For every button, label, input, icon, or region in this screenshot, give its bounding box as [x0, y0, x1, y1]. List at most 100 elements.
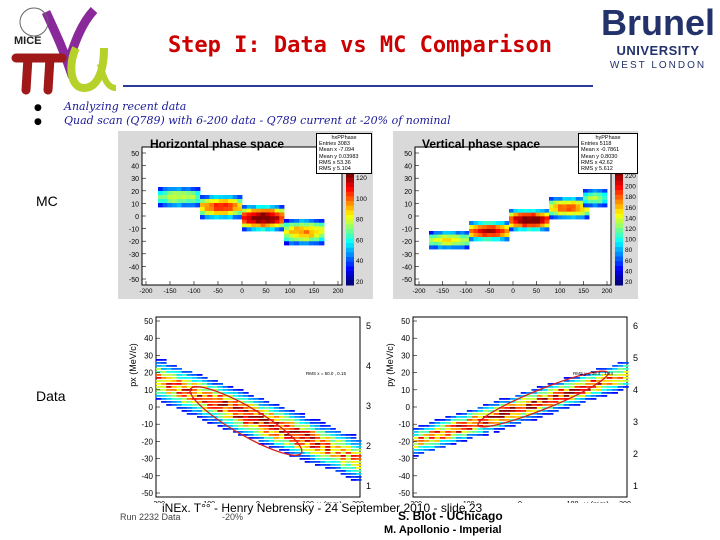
- histogram-cell: [304, 219, 309, 223]
- histogram-cell: [223, 195, 228, 199]
- histogram-cell: [187, 371, 193, 373]
- color-scale-cell: [346, 215, 354, 220]
- histogram-cell: [187, 374, 193, 376]
- color-scale-label: 4: [366, 361, 371, 371]
- histogram-cell: [299, 219, 304, 223]
- histogram-cell: [191, 187, 196, 191]
- histogram-cell: [284, 446, 290, 448]
- bullet-list: ● Analyzing recent data ● Quad scan (Q789)…: [34, 100, 451, 128]
- histogram-cell: [274, 434, 280, 436]
- histogram-cell: [197, 389, 203, 391]
- histogram-cell: [259, 416, 265, 418]
- histogram-cell: [473, 225, 478, 229]
- histogram-cell: [553, 197, 558, 201]
- histogram-cell: [261, 205, 266, 209]
- histogram-cell: [602, 200, 607, 204]
- histogram-cell: [558, 407, 564, 409]
- histogram-cell: [310, 419, 316, 421]
- histogram-cell: [585, 377, 591, 379]
- histogram-cell: [571, 201, 576, 205]
- histogram-cell: [346, 461, 352, 463]
- histogram-cell: [218, 401, 224, 403]
- histogram-cell: [567, 215, 572, 219]
- histogram-cell: [248, 404, 254, 406]
- histogram-cell: [171, 404, 177, 406]
- histogram-cell: [279, 440, 285, 442]
- histogram-cell: [289, 230, 294, 234]
- histogram-cell: [478, 221, 483, 225]
- color-scale-cell: [346, 248, 354, 253]
- histogram-cell: [472, 425, 478, 427]
- histogram-cell: [279, 443, 285, 445]
- histogram-cell: [601, 395, 607, 397]
- histogram-cell: [300, 443, 306, 445]
- histogram-cell: [429, 245, 434, 249]
- histogram-cell: [548, 395, 554, 397]
- histogram-cell: [320, 446, 326, 448]
- mc-vertical-stats-box: hyPPhase Entries 5118 Mean x -0.7861 Mea…: [578, 133, 638, 174]
- histogram-cell: [522, 224, 527, 228]
- histogram-cell: [202, 419, 208, 421]
- histogram-cell: [243, 431, 249, 433]
- y-tick-label: 40: [144, 334, 153, 343]
- histogram-cell: [294, 416, 300, 418]
- histogram-cell: [585, 215, 590, 219]
- histogram-cell: [612, 389, 618, 391]
- histogram-cell: [315, 419, 321, 421]
- histogram-cell: [248, 434, 254, 436]
- histogram-cell: [521, 407, 527, 409]
- histogram-cell: [591, 395, 597, 397]
- histogram-cell: [488, 407, 494, 409]
- histogram-cell: [413, 449, 419, 451]
- histogram-cell: [527, 220, 532, 224]
- histogram-cell: [205, 211, 210, 215]
- histogram-cell: [182, 380, 188, 382]
- histogram-cell: [562, 201, 567, 205]
- histogram-cell: [505, 407, 511, 409]
- histogram-cell: [456, 231, 461, 235]
- histogram-cell: [223, 211, 228, 215]
- histogram-cell: [237, 211, 242, 215]
- histogram-cell: [623, 377, 629, 379]
- histogram-cell: [487, 229, 492, 233]
- histogram-cell: [253, 404, 259, 406]
- histogram-cell: [161, 389, 167, 391]
- histogram-cell: [284, 437, 290, 439]
- histogram-cell: [588, 193, 593, 197]
- histogram-cell: [197, 398, 203, 400]
- color-scale-cell: [346, 266, 354, 271]
- histogram-cell: [467, 428, 473, 430]
- histogram-cell: [187, 398, 193, 400]
- histogram-cell: [473, 221, 478, 225]
- histogram-cell: [564, 404, 570, 406]
- histogram-cell: [567, 212, 572, 216]
- histogram-cell: [259, 428, 265, 430]
- histogram-cell: [438, 242, 443, 246]
- histogram-cell: [553, 407, 559, 409]
- histogram-cell: [351, 449, 357, 451]
- histogram-cell: [289, 413, 295, 415]
- color-scale-label: 140: [625, 215, 636, 222]
- histogram-cell: [346, 440, 352, 442]
- histogram-cell: [456, 431, 462, 433]
- histogram-cell: [270, 209, 275, 213]
- histogram-cell: [596, 377, 602, 379]
- histogram-cell: [270, 224, 275, 228]
- x-tick-label: 0: [240, 288, 244, 295]
- histogram-cell: [305, 461, 311, 463]
- histogram-cell: [418, 437, 424, 439]
- histogram-cell: [187, 413, 193, 415]
- histogram-cell: [259, 410, 265, 412]
- histogram-cell: [424, 449, 430, 451]
- histogram-cell: [315, 449, 321, 451]
- histogram-cell: [248, 428, 254, 430]
- histogram-cell: [310, 458, 316, 460]
- histogram-cell: [202, 392, 208, 394]
- color-scale-label: 60: [356, 237, 364, 244]
- histogram-cell: [576, 204, 581, 208]
- histogram-cell: [433, 231, 438, 235]
- histogram-cell: [192, 380, 198, 382]
- histogram-cell: [294, 223, 299, 227]
- histogram-cell: [177, 191, 182, 195]
- histogram-cell: [166, 365, 172, 367]
